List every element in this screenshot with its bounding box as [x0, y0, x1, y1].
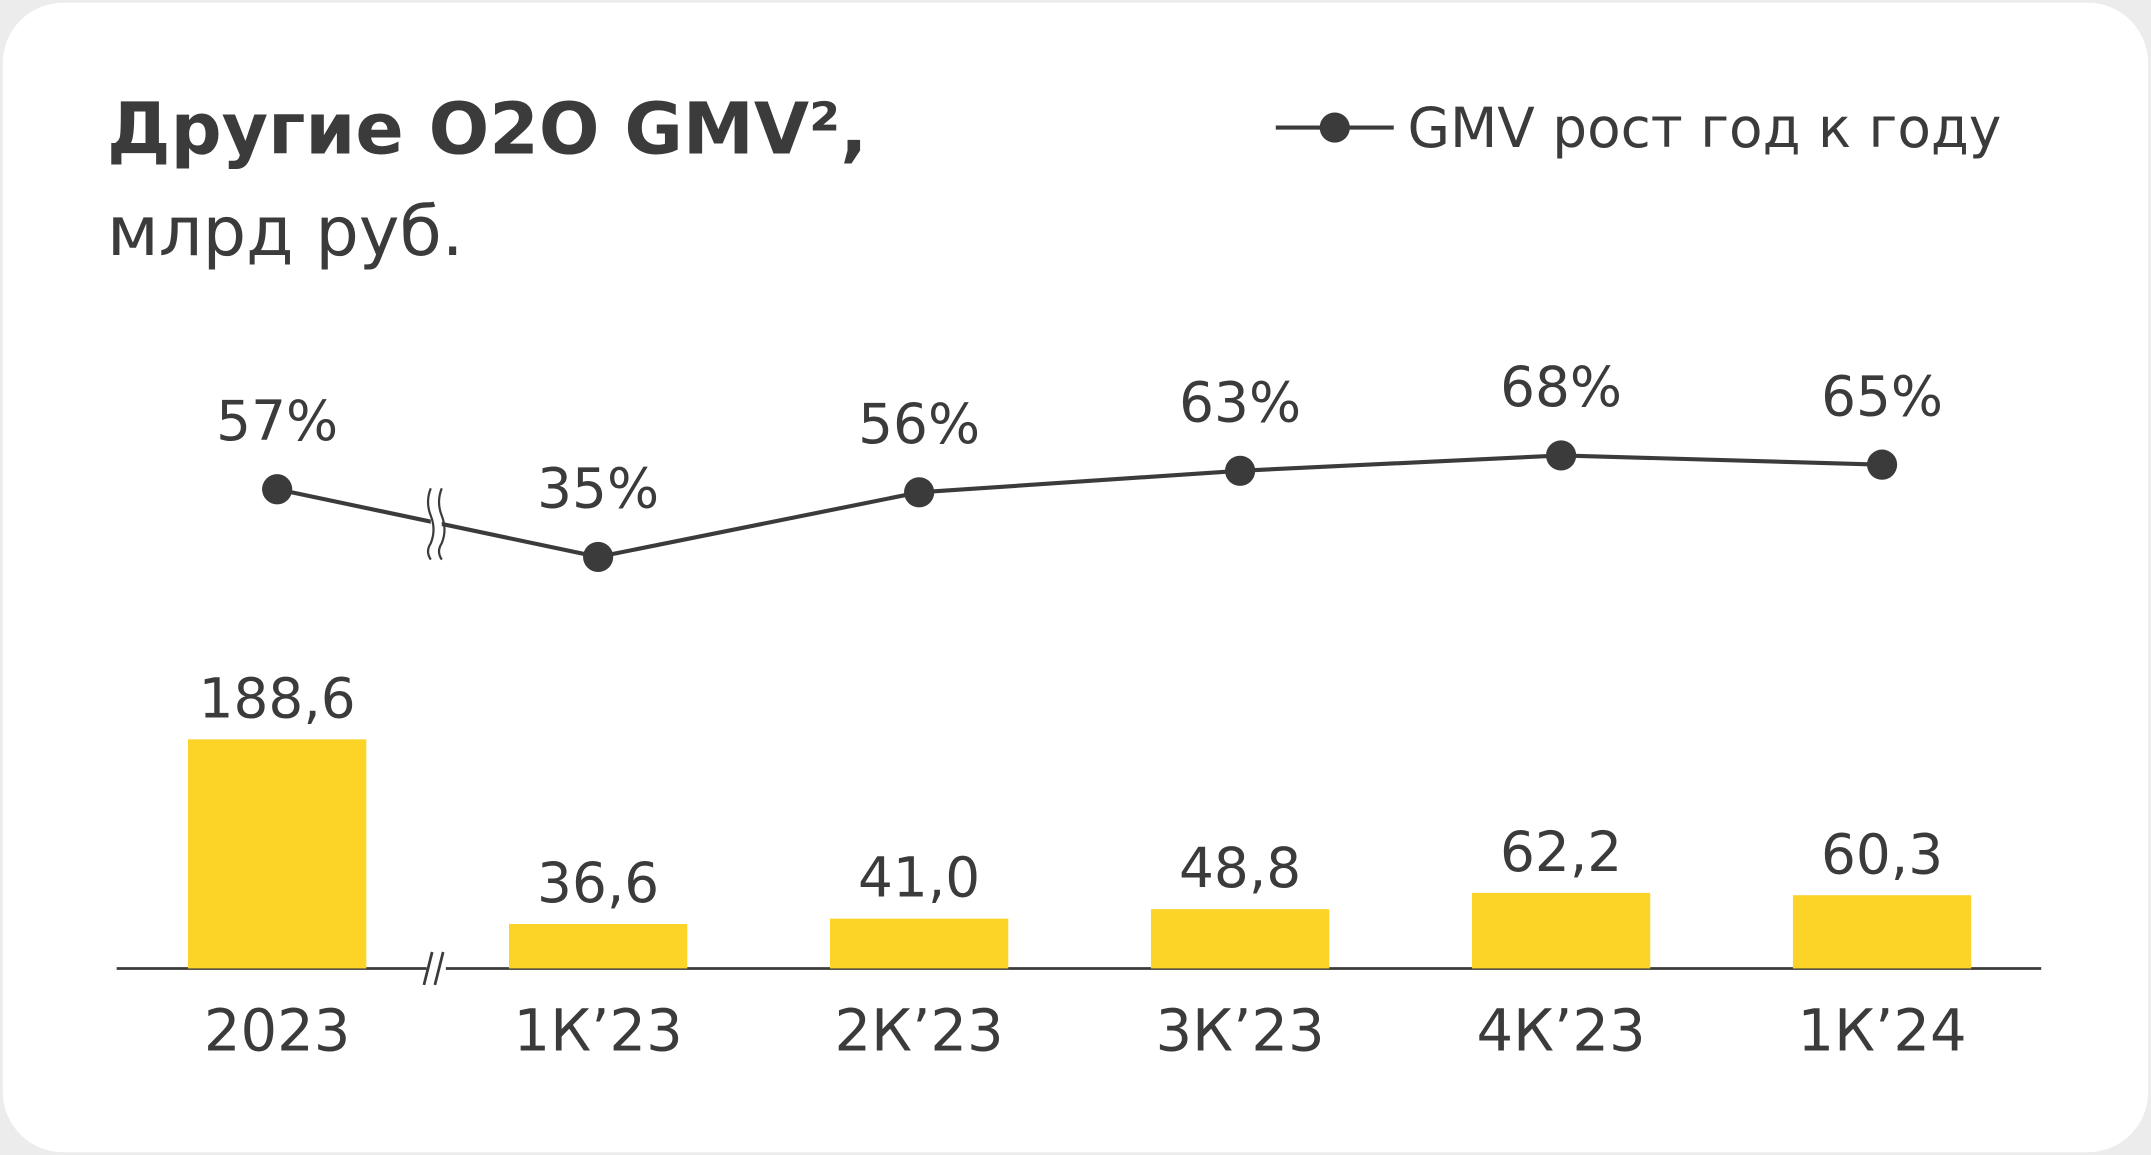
x-tick-label: 2К’23 — [835, 998, 1004, 1065]
data-label: 56% — [858, 392, 980, 456]
data-label: 68% — [1500, 355, 1622, 419]
legend-label: GMV рост год к году — [1407, 96, 2001, 160]
line-marker — [583, 541, 614, 573]
x-tick-label: 2023 — [204, 998, 351, 1065]
bar — [829, 918, 1009, 969]
x-tick-label: 1К’24 — [1797, 998, 1966, 1065]
data-label: 65% — [1821, 364, 1943, 428]
line-marker — [1225, 455, 1256, 486]
data-label: 35% — [537, 457, 659, 521]
chart-title: Другие O2O GMV², — [107, 88, 867, 171]
bar — [508, 923, 688, 969]
line-marker — [262, 474, 293, 505]
bar — [1792, 895, 1972, 969]
line-break-gap — [430, 488, 442, 560]
line-marker — [904, 477, 935, 508]
data-label: 60,3 — [1821, 822, 1943, 886]
data-label: 36,6 — [537, 851, 659, 915]
data-label: 41,0 — [858, 846, 980, 910]
data-label: 63% — [1179, 370, 1301, 434]
line-break — [426, 487, 435, 561]
data-label: 62,2 — [1500, 820, 1622, 884]
bar — [1150, 909, 1330, 969]
axis-break — [433, 951, 445, 986]
x-tick-label: 1К’23 — [514, 998, 683, 1065]
bar — [1471, 892, 1651, 969]
data-label: 188,6 — [199, 666, 356, 730]
legend-marker — [1319, 112, 1350, 143]
bar — [187, 739, 367, 969]
axis-break — [422, 951, 434, 986]
chart-subtitle: млрд руб. — [107, 192, 464, 272]
line-marker — [1546, 440, 1577, 471]
data-label: 57% — [216, 389, 338, 453]
line — [276, 453, 1883, 560]
line-marker — [1866, 449, 1898, 480]
data-label: 48,8 — [1179, 836, 1301, 900]
x-tick-label: 3К’23 — [1156, 998, 1325, 1065]
x-tick-label: 4К’23 — [1477, 998, 1646, 1065]
line-break — [437, 487, 446, 561]
